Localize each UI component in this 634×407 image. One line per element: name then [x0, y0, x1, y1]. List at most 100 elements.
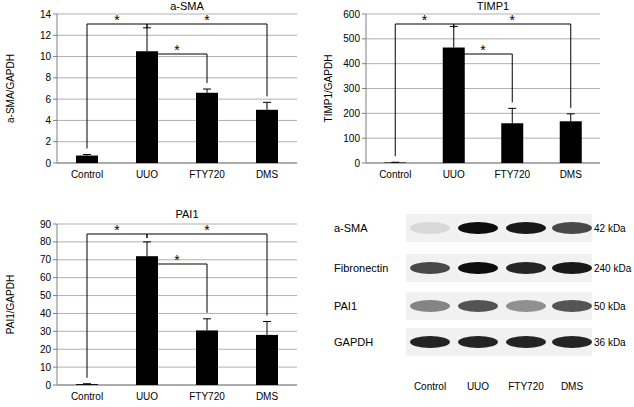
chart-title: a-SMA: [170, 0, 204, 12]
significance-bracket: [147, 264, 207, 313]
lane-label: UUO: [467, 381, 489, 392]
band: [506, 300, 546, 312]
tick-label: 10: [40, 51, 52, 62]
y-axis: [57, 224, 58, 385]
grid-line: [57, 99, 297, 100]
error-bar: [83, 154, 91, 155]
tick-label: 8: [45, 72, 51, 83]
tick-label: 4: [45, 115, 51, 126]
tick-mark: [53, 141, 57, 142]
bar: [196, 93, 218, 163]
bar: [443, 48, 465, 163]
tick-mark: [362, 138, 366, 139]
error-cap: [83, 383, 91, 384]
bars: [76, 28, 278, 163]
tick-mark: [53, 14, 57, 15]
significance-label: *: [114, 12, 120, 28]
tick-mark: [362, 163, 366, 164]
significance-bracket: [395, 24, 454, 156]
tick-label: 10: [40, 362, 52, 373]
size-label: 36 kDa: [594, 337, 626, 348]
blot-strip: [406, 328, 592, 356]
tick-mark: [53, 77, 57, 78]
tick-label: 12: [40, 30, 52, 41]
band: [410, 222, 450, 234]
error-bar: [508, 108, 516, 123]
tick-label: 40: [40, 308, 52, 319]
band: [458, 336, 498, 348]
lane-label: Control: [414, 381, 446, 392]
band: [410, 336, 450, 348]
band: [506, 262, 546, 274]
tick-label: 50: [40, 290, 52, 301]
tick-mark: [53, 385, 57, 386]
category-label: Control: [71, 169, 103, 180]
error-stem: [512, 108, 513, 123]
bars: [76, 242, 278, 385]
error-bar: [143, 28, 151, 51]
error-cap: [508, 108, 516, 109]
error-bar: [263, 321, 271, 334]
error-bar: [203, 319, 211, 331]
tick-mark: [53, 56, 57, 57]
error-bar: [391, 162, 399, 163]
error-cap: [263, 321, 271, 322]
grid-line: [57, 14, 297, 15]
grid-line: [366, 63, 600, 64]
error-cap: [143, 241, 151, 242]
bar: [384, 162, 406, 163]
band: [410, 262, 450, 274]
lane-label: FTY720: [508, 381, 544, 392]
tick-mark: [362, 63, 366, 64]
tick-mark: [53, 313, 57, 314]
tick-label: 80: [40, 236, 52, 247]
figure: 02468101214ControlUUOFTY720DMSa-SMAa-SMA…: [0, 0, 634, 407]
bars: [384, 26, 582, 163]
error-cap: [203, 318, 211, 319]
grid-line: [57, 295, 297, 296]
lane-label: DMS: [561, 381, 584, 392]
tick-mark: [53, 277, 57, 278]
tick-mark: [53, 331, 57, 332]
y-axis-label: PAI1/GAPDH: [5, 275, 16, 334]
band: [458, 300, 498, 312]
tick-mark: [53, 224, 57, 225]
size-label: 50 kDa: [594, 301, 626, 312]
band: [506, 336, 546, 348]
tick-label: 500: [343, 33, 360, 44]
row-label: a-SMA: [334, 222, 368, 234]
error-stem: [207, 89, 208, 93]
significance-bracket: [147, 54, 207, 83]
blot-strip: [406, 292, 592, 320]
error-cap: [263, 102, 271, 103]
significance-label: *: [114, 222, 120, 238]
grid-line: [57, 331, 297, 332]
bar-chart: 0100200300400500600ControlUUOFTY720DMSTI…: [323, 0, 600, 180]
category-label: DMS: [256, 169, 279, 180]
size-label: 42 kDa: [594, 223, 626, 234]
category-label: FTY720: [189, 169, 225, 180]
y-axis-label: a-SMA/GAPDH: [5, 54, 16, 123]
tick-mark: [362, 113, 366, 114]
chart-title: TIMP1: [477, 0, 509, 12]
significance-bracket: [454, 24, 571, 108]
significance-bracket: [147, 24, 267, 96]
row-label: GAPDH: [334, 336, 373, 348]
significance-bracket: [454, 54, 513, 102]
y-axis: [366, 14, 367, 163]
error-stem: [147, 28, 148, 51]
row-label: Fibronectin: [334, 262, 388, 274]
error-stem: [147, 242, 148, 256]
size-label: 240 kDa: [594, 263, 632, 274]
tick-mark: [53, 35, 57, 36]
tick-mark: [53, 120, 57, 121]
tick-label: 2: [45, 136, 51, 147]
grid-line: [57, 224, 297, 225]
tick-label: 400: [343, 58, 360, 69]
grid-line: [366, 88, 600, 89]
tick-mark: [362, 38, 366, 39]
bar: [256, 110, 278, 163]
tick-mark: [53, 367, 57, 368]
bar: [136, 51, 158, 163]
bar: [560, 121, 582, 163]
